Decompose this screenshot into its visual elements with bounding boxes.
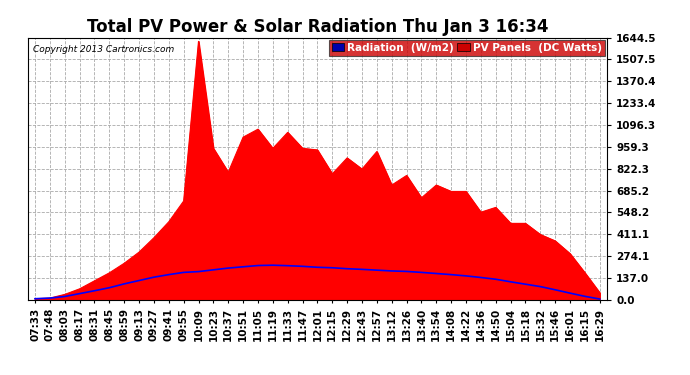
Title: Total PV Power & Solar Radiation Thu Jan 3 16:34: Total PV Power & Solar Radiation Thu Jan… (87, 18, 548, 36)
Legend: Radiation  (W/m2), PV Panels  (DC Watts): Radiation (W/m2), PV Panels (DC Watts) (328, 40, 605, 56)
Text: Copyright 2013 Cartronics.com: Copyright 2013 Cartronics.com (33, 45, 175, 54)
